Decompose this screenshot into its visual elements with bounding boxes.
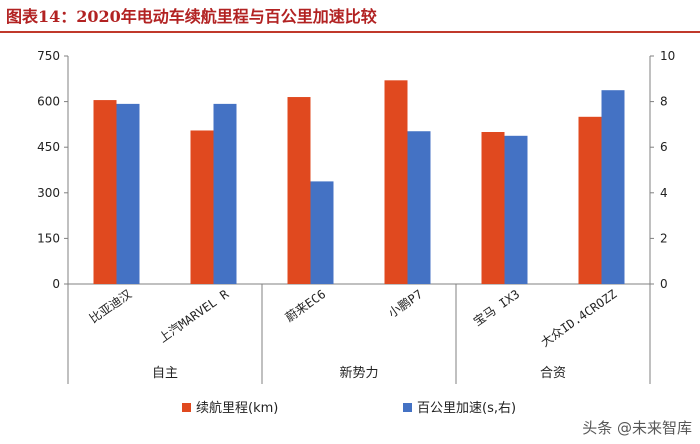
bar-accel-1 xyxy=(116,103,140,284)
bar-accel-6 xyxy=(601,90,625,284)
right-tick-label: 0 xyxy=(660,277,668,291)
bar-accel-3 xyxy=(310,181,334,284)
chart-title-bar: 图表14：2020年电动车续航里程与百公里加速比较 xyxy=(0,0,700,33)
category-label: 大众ID.4CROZZ xyxy=(538,287,619,350)
left-tick-label: 150 xyxy=(37,231,60,245)
left-tick-label: 0 xyxy=(52,277,60,291)
legend-label-2: 百公里加速(s,右) xyxy=(417,401,516,416)
left-tick-label: 450 xyxy=(37,140,60,154)
category-label: 小鹏P7 xyxy=(386,287,426,321)
right-tick-label: 8 xyxy=(660,95,668,109)
category-label: 宝马 IX3 xyxy=(471,287,522,329)
right-tick-label: 2 xyxy=(660,231,668,245)
category-label: 上汽MARVEL R xyxy=(156,286,232,346)
category-label: 比亚迪汉 xyxy=(87,287,134,326)
group-label: 自主 xyxy=(152,366,178,381)
bar-range-5 xyxy=(481,132,505,284)
legend-label-1: 续航里程(km) xyxy=(196,400,278,416)
watermark: 头条 @未来智库 xyxy=(582,419,692,437)
bar-accel-4 xyxy=(407,131,431,284)
group-label: 新势力 xyxy=(339,365,378,381)
left-tick-label: 600 xyxy=(37,95,60,109)
left-tick-label: 750 xyxy=(37,49,60,63)
title-divider xyxy=(0,31,700,33)
bar-range-3 xyxy=(287,97,311,284)
bar-range-2 xyxy=(190,130,214,284)
bar-range-1 xyxy=(93,100,117,284)
right-tick-label: 4 xyxy=(660,186,668,200)
group-label: 合资 xyxy=(540,366,566,381)
right-tick-label: 6 xyxy=(660,140,668,154)
right-tick-label: 10 xyxy=(660,49,675,63)
bar-range-4 xyxy=(384,80,408,284)
bar-accel-5 xyxy=(504,135,528,284)
bar-range-6 xyxy=(578,116,602,284)
legend-swatch-1 xyxy=(182,403,191,412)
legend-swatch-2 xyxy=(403,403,412,412)
category-label: 蔚来EC6 xyxy=(283,287,328,325)
chart-title: 图表14：2020年电动车续航里程与百公里加速比较 xyxy=(6,7,377,26)
bar-accel-2 xyxy=(213,103,237,284)
left-tick-label: 300 xyxy=(37,186,60,200)
